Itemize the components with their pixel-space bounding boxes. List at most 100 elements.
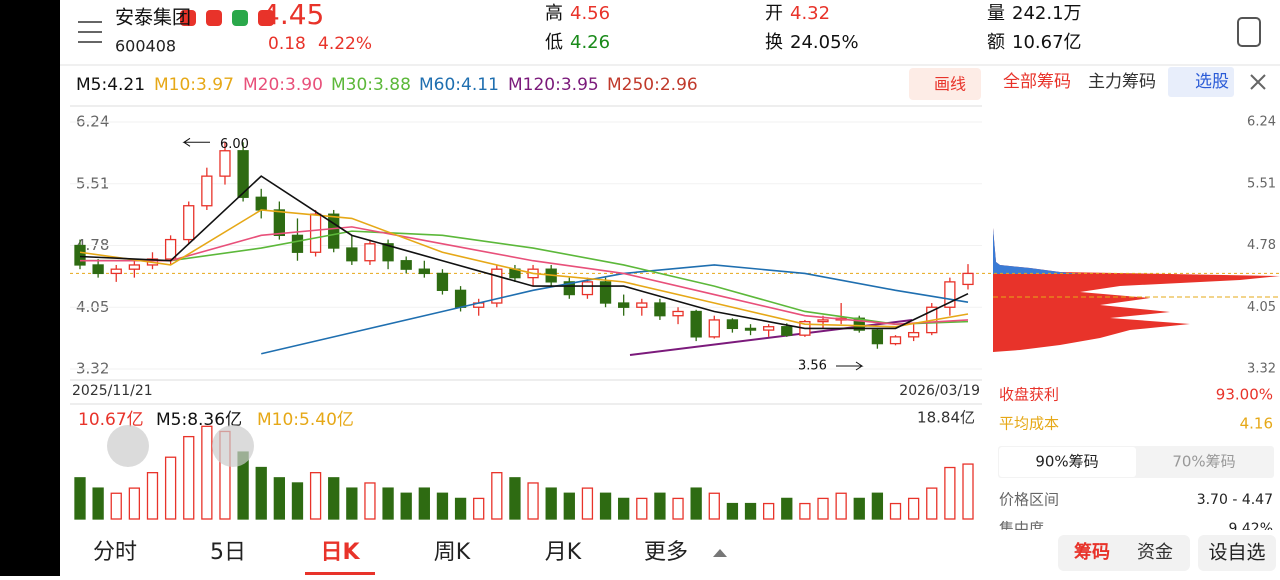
volume-bar xyxy=(110,492,122,520)
row-label: 价格区间 xyxy=(999,491,1059,509)
candle-body xyxy=(237,150,249,198)
panel-tab[interactable]: 选股 xyxy=(1195,72,1229,92)
header-divider xyxy=(60,64,1280,66)
candle-body xyxy=(382,243,394,262)
more-arrow[interactable] xyxy=(713,549,727,557)
settings-button[interactable]: 设自选 xyxy=(1208,542,1265,564)
left-margin xyxy=(0,0,60,576)
nav-next[interactable] xyxy=(212,425,254,467)
settings-bg[interactable] xyxy=(1198,535,1276,571)
stat-label: 低 xyxy=(545,32,563,53)
volume-bar xyxy=(291,482,304,520)
candle-body xyxy=(781,326,793,336)
volume-legend: M10:5.40亿 xyxy=(257,410,354,430)
bottom-tab[interactable]: 周K xyxy=(434,540,471,565)
menu-icon[interactable] xyxy=(78,21,102,43)
candle-body xyxy=(563,281,575,296)
volume-bar xyxy=(599,492,612,520)
volume-bar xyxy=(509,477,521,520)
candle-body xyxy=(618,302,630,308)
volume-bar xyxy=(744,502,757,520)
toggle[interactable]: 90%筹码 xyxy=(1035,453,1098,471)
volume-legend: M5:8.36亿 xyxy=(156,410,242,430)
ma-legend: M5:4.21 xyxy=(76,75,145,95)
candle-body xyxy=(400,260,412,270)
volume-bar xyxy=(835,492,847,520)
close-icon[interactable] xyxy=(1250,74,1266,90)
y-tick-label-right: 6.24 xyxy=(1247,115,1276,130)
volume-bar xyxy=(309,472,322,520)
candle-body xyxy=(309,213,322,253)
stat-label: 高 xyxy=(545,3,563,24)
volume-bar xyxy=(817,497,829,520)
toggle[interactable]: 70%筹码 xyxy=(1172,453,1235,471)
bottom-tab[interactable]: 更多 xyxy=(644,540,688,565)
volume-bar xyxy=(926,487,938,520)
volume-bar xyxy=(491,472,503,520)
chip-button[interactable]: 筹码 xyxy=(1074,541,1110,563)
annotation-arrow xyxy=(836,361,864,371)
row-label: 平均成本 xyxy=(999,415,1059,433)
bottom-tab[interactable]: 分时 xyxy=(93,540,137,565)
volume-bar xyxy=(364,482,376,520)
volume-bar xyxy=(726,502,739,520)
ma-legend: M10:3.97 xyxy=(154,75,234,95)
fund-button[interactable]: 资金 xyxy=(1137,542,1173,563)
volume-bar xyxy=(781,497,793,520)
tab-highlight[interactable] xyxy=(1168,67,1234,97)
volume-bar xyxy=(871,492,884,520)
candle-body xyxy=(599,281,612,304)
stat-value: 4.56 xyxy=(570,3,610,24)
bottom-tab[interactable]: 5日 xyxy=(210,540,246,565)
draw-button[interactable]: 画线 xyxy=(934,75,966,94)
stat-value: 24.05% xyxy=(790,32,859,53)
volume-bar xyxy=(273,477,285,520)
nav-prev[interactable] xyxy=(107,425,149,467)
candle-body xyxy=(889,336,902,345)
volume-bar xyxy=(346,487,358,520)
volume-bar xyxy=(763,502,775,520)
chip-buttons-bg[interactable] xyxy=(1058,535,1190,571)
candle-body xyxy=(128,264,141,270)
ma-legend: M60:4.11 xyxy=(419,75,499,95)
volume-bar xyxy=(454,497,467,520)
annotation: 6.00 xyxy=(220,137,249,152)
candle-body xyxy=(454,289,467,308)
volume-bar xyxy=(436,492,449,520)
volume-bar xyxy=(636,497,648,520)
y-tick-label-right: 4.05 xyxy=(1247,300,1276,315)
y-tick-label-right: 4.78 xyxy=(1247,238,1276,253)
panel-tab[interactable]: 主力筹码 xyxy=(1088,72,1156,92)
stat-value: 4.26 xyxy=(570,32,610,53)
stat-label: 开 xyxy=(765,3,783,24)
candle-body xyxy=(219,150,231,177)
toggle-active[interactable] xyxy=(999,447,1136,477)
bottom-tab[interactable]: 月K xyxy=(545,540,582,565)
candle-body xyxy=(291,234,304,253)
annotation: 3.56 xyxy=(798,359,827,374)
candle-body xyxy=(436,272,449,291)
volume-bar xyxy=(545,487,557,520)
stat-label: 量 xyxy=(987,3,1005,24)
stock-name: 安泰集团 xyxy=(115,7,191,29)
y-tick-label-right: 5.51 xyxy=(1247,176,1276,191)
volume-bar xyxy=(962,463,974,520)
header-icons xyxy=(180,10,274,26)
volume-bar xyxy=(708,492,720,520)
candle-body xyxy=(346,247,358,262)
screen-icon[interactable] xyxy=(1237,17,1261,47)
candle-body xyxy=(744,327,757,331)
panel-tab[interactable]: 全部筹码 xyxy=(1003,72,1071,92)
volume-bar xyxy=(328,477,340,520)
volume-bar xyxy=(146,472,159,520)
candle-body xyxy=(962,272,974,286)
volume-bar xyxy=(618,497,630,520)
change: 0.18 xyxy=(268,34,306,54)
draw-button-bg[interactable] xyxy=(909,68,981,100)
bottom-tab[interactable]: 日K xyxy=(320,540,360,565)
candle-body xyxy=(654,302,666,317)
ma-line xyxy=(261,264,969,355)
volume-bar xyxy=(382,487,394,520)
